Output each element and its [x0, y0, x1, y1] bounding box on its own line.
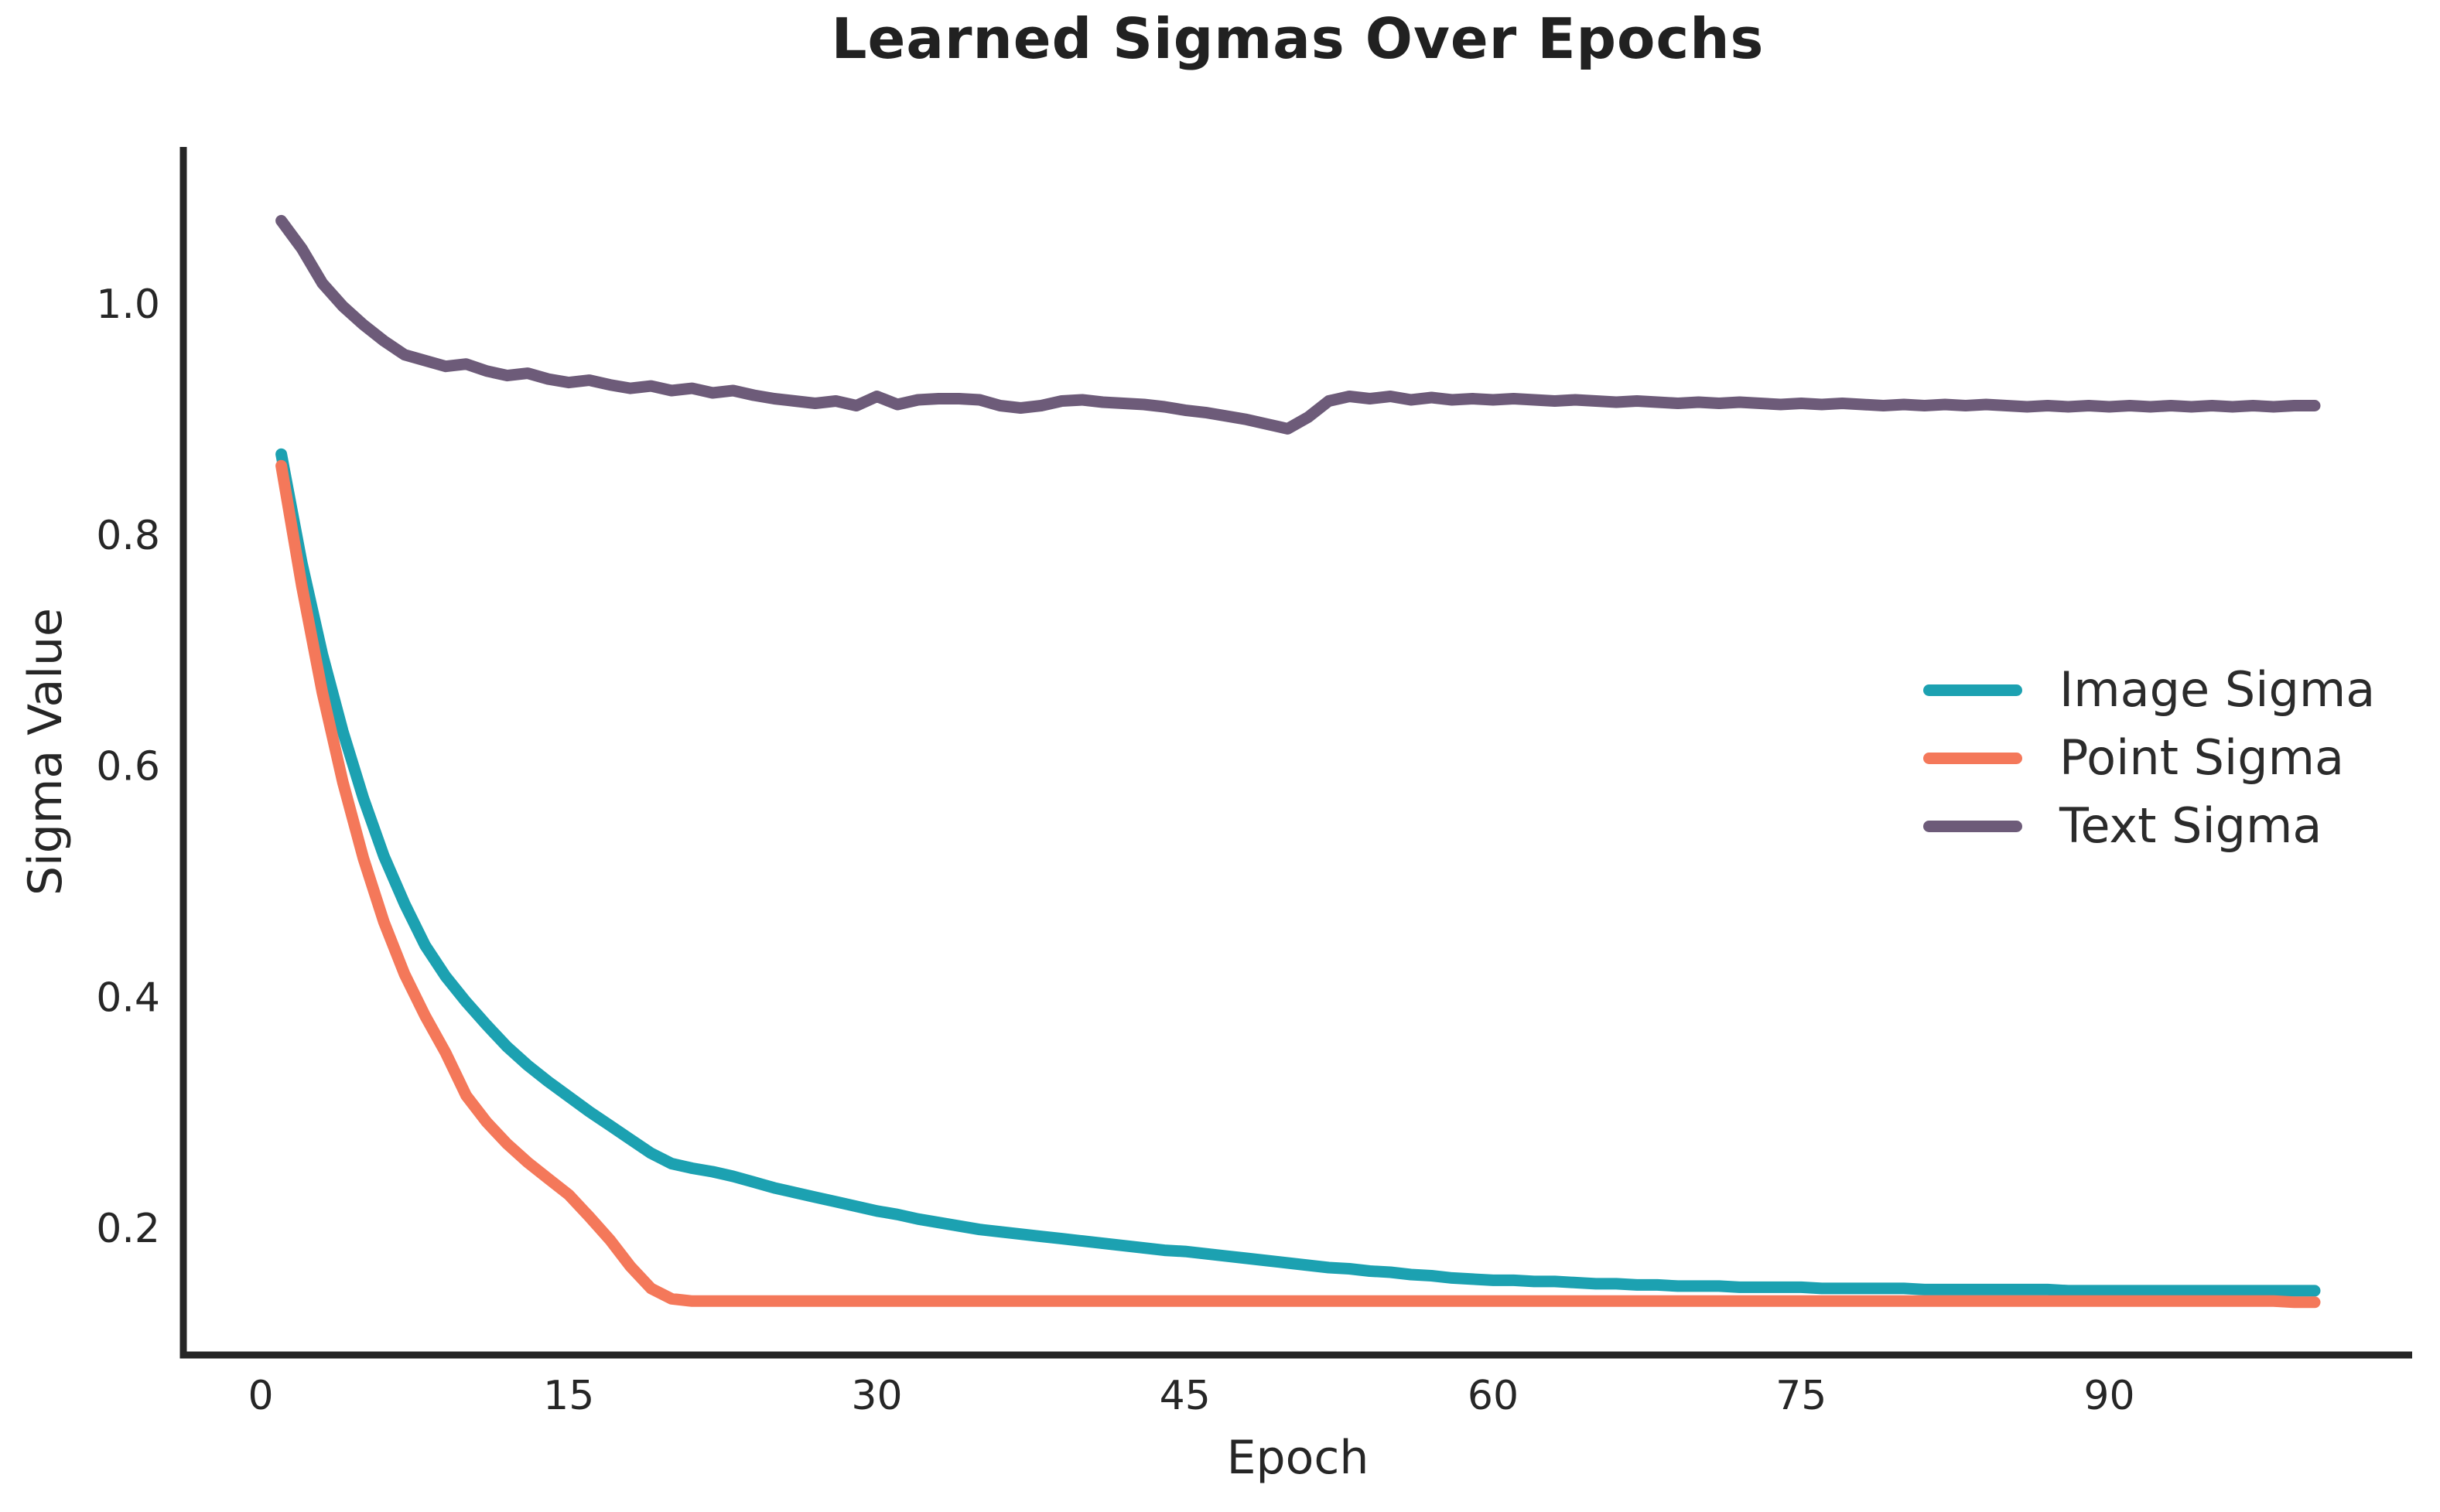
legend-swatch [1923, 752, 2022, 764]
chart-title: Learned Sigmas Over Epochs [831, 6, 1765, 71]
x-tick-label: 15 [543, 1373, 594, 1419]
legend-item: Image Sigma [1923, 656, 2375, 724]
x-tick-label: 45 [1160, 1373, 1211, 1419]
legend-label: Point Sigma [2059, 729, 2344, 786]
legend-label: Text Sigma [2059, 797, 2322, 854]
legend-item: Text Sigma [1923, 792, 2375, 860]
x-tick-label: 0 [248, 1373, 273, 1419]
x-tick-label: 90 [2083, 1373, 2134, 1419]
y-axis-label: Sigma Value [19, 608, 73, 896]
y-tick-label: 0.6 [96, 744, 160, 790]
line-image-sigma [275, 448, 2321, 1297]
legend-swatch [1923, 820, 2022, 832]
x-axis-label: Epoch [1226, 1431, 1369, 1485]
x-tick-label: 75 [1775, 1373, 1827, 1419]
line-text-sigma [275, 214, 2321, 435]
legend-swatch [1923, 684, 2022, 696]
y-tick-label: 1.0 [96, 282, 160, 328]
x-tick-label: 60 [1468, 1373, 1519, 1419]
legend-item: Point Sigma [1923, 724, 2375, 792]
legend-label: Image Sigma [2059, 661, 2376, 718]
legend: Image Sigma Point Sigma Text Sigma [1923, 656, 2375, 860]
line-point-sigma [275, 459, 2321, 1309]
y-tick-label: 0.8 [96, 513, 160, 559]
x-tick-label: 30 [851, 1373, 902, 1419]
y-tick-label: 0.4 [96, 974, 160, 1021]
y-tick-label: 0.2 [96, 1206, 160, 1252]
